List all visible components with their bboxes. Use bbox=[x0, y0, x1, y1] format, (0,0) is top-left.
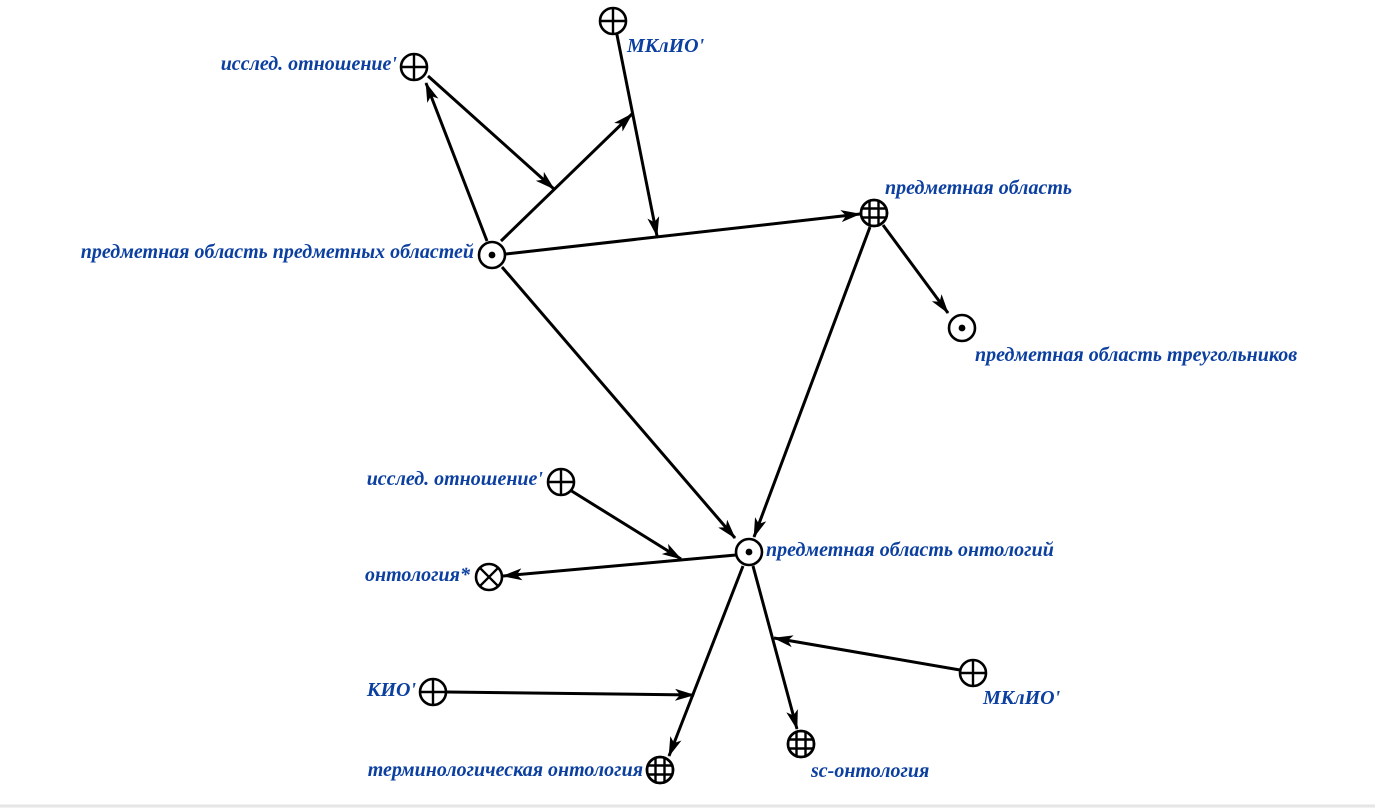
edge-pd-to-pdont bbox=[752, 226, 872, 538]
edge-mklio-to-pdpd-pd-arc bbox=[614, 29, 660, 237]
edge-kio-to-pdont-termont-arc bbox=[446, 688, 695, 701]
node-label-pd-tri: предметная область треугольников bbox=[975, 344, 1297, 366]
edge-pdont-to-scont bbox=[751, 565, 799, 730]
grid-circle-icon[interactable] bbox=[786, 729, 816, 759]
plus-circle-icon[interactable] bbox=[546, 467, 576, 497]
node-label-sc-ont: sc-онтология bbox=[810, 760, 929, 782]
plus-circle-icon[interactable] bbox=[418, 677, 448, 707]
node-label-issled-top: исслед. отношение' bbox=[221, 53, 398, 75]
grid-circle-icon[interactable] bbox=[859, 198, 889, 228]
edge-mklio-to-pdont-scont-arc bbox=[773, 635, 961, 672]
nodes bbox=[399, 6, 988, 785]
edge-pdpd-to-pd bbox=[505, 210, 861, 256]
edge-pd-to-pdtri bbox=[881, 224, 950, 314]
plus-circle-icon[interactable] bbox=[958, 658, 988, 688]
edge-pdont-to-termont bbox=[667, 565, 745, 757]
point-circle-icon[interactable] bbox=[734, 537, 764, 567]
cross-circle-icon[interactable] bbox=[474, 562, 504, 592]
edge-pdpd-to-issled bbox=[424, 82, 489, 242]
edge-pdpd-to-mklio-arc bbox=[499, 112, 634, 243]
grid-circle-icon[interactable] bbox=[645, 755, 675, 785]
labels: предметная область предметных областей и… bbox=[81, 35, 1297, 782]
edge-pdpd-to-pdont bbox=[500, 266, 737, 539]
node-label-term-ont: терминологическая онтология bbox=[368, 759, 643, 781]
point-circle-icon[interactable] bbox=[477, 240, 507, 270]
node-label-pd-ont: предметная область онтологий bbox=[766, 539, 1054, 561]
node-label-pd: предметная область bbox=[885, 177, 1072, 199]
edge-pdont-to-ontology bbox=[502, 553, 737, 581]
node-label-kio: КИО' bbox=[366, 679, 417, 701]
point-circle-icon[interactable] bbox=[947, 313, 977, 343]
node-label-mklio-bottom: МКлИО' bbox=[982, 687, 1061, 709]
node-label-ontology: онтология* bbox=[365, 564, 471, 586]
plus-circle-icon[interactable] bbox=[399, 52, 429, 82]
edge-issled-to-pdpd-mklio-arc bbox=[426, 74, 556, 191]
node-label-issled-mid: исслед. отношение' bbox=[367, 468, 544, 490]
node-label-pd-pd: предметная область предметных областей bbox=[81, 241, 474, 263]
edges bbox=[424, 29, 961, 757]
node-label-mklio-top: МКлИО' bbox=[626, 35, 705, 57]
plus-circle-icon[interactable] bbox=[598, 6, 628, 36]
edge-issled-to-pdont-ontology-arc bbox=[569, 488, 682, 561]
